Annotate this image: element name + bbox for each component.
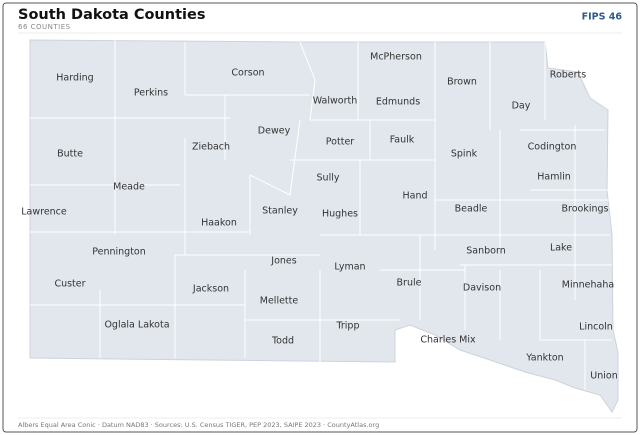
county-label: Roberts [550, 70, 586, 81]
county-label: Oglala Lakota [104, 320, 169, 331]
county-label: Meade [113, 182, 145, 193]
county-label: Edmunds [376, 97, 420, 108]
county-label: Pennington [92, 247, 146, 258]
county-label: Sanborn [466, 246, 505, 257]
county-label: Lincoln [579, 322, 613, 333]
county-label: Spink [451, 149, 478, 160]
county-label: Codington [528, 142, 577, 153]
county-label: Davison [463, 283, 501, 294]
county-label: Beadle [455, 204, 488, 215]
county-label: Hand [402, 191, 427, 202]
county-label: Yankton [525, 353, 563, 364]
county-label: Walworth [313, 96, 357, 107]
county-label: Corson [231, 68, 264, 79]
county-label: Brown [447, 77, 477, 88]
county-label: Tripp [335, 321, 359, 332]
county-label: McPherson [370, 52, 422, 63]
county-label: Lyman [334, 262, 365, 273]
county-label: Minnehaha [562, 280, 614, 291]
county-label: Todd [271, 336, 294, 347]
fips-badge: FIPS 46 [582, 12, 623, 23]
county-label: Charles Mix [420, 335, 476, 346]
county-label: Ziebach [192, 142, 230, 153]
county-label: Harding [56, 73, 93, 84]
title: South Dakota Counties [18, 7, 205, 23]
county-label: Perkins [134, 88, 168, 99]
county-label: Hughes [322, 209, 358, 220]
county-label: Dewey [258, 126, 291, 137]
county-label: Lake [550, 243, 572, 254]
county-label: Union [590, 371, 617, 382]
county-label: Custer [54, 279, 85, 290]
county-label: Mellette [260, 296, 299, 307]
county-label: Lawrence [21, 207, 67, 218]
county-label: Brookings [562, 204, 609, 215]
county-label: Stanley [262, 206, 298, 217]
county-label: Potter [326, 137, 354, 148]
county-lines [30, 40, 612, 390]
county-label: Day [512, 101, 531, 112]
county-label: Jackson [192, 284, 229, 295]
county-label: Butte [57, 149, 83, 160]
footer: Albers Equal Area Conic · Datum NAD83 · … [18, 421, 379, 429]
county-label: Sully [317, 173, 340, 184]
county-label: Haakon [201, 218, 237, 229]
county-label: Jones [270, 256, 296, 267]
county-label: Brule [397, 278, 422, 289]
state-shape [29, 39, 619, 413]
county-label: Faulk [390, 135, 415, 146]
subtitle: 66 COUNTIES [18, 23, 71, 31]
county-labels: Harding Perkins Corson McPherson Brown Robert… [21, 52, 617, 382]
county-label: Hamlin [537, 172, 571, 183]
